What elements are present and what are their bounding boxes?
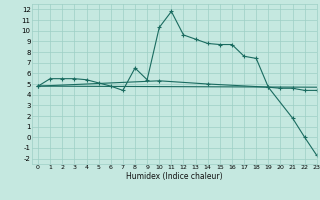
X-axis label: Humidex (Indice chaleur): Humidex (Indice chaleur) — [126, 172, 223, 181]
